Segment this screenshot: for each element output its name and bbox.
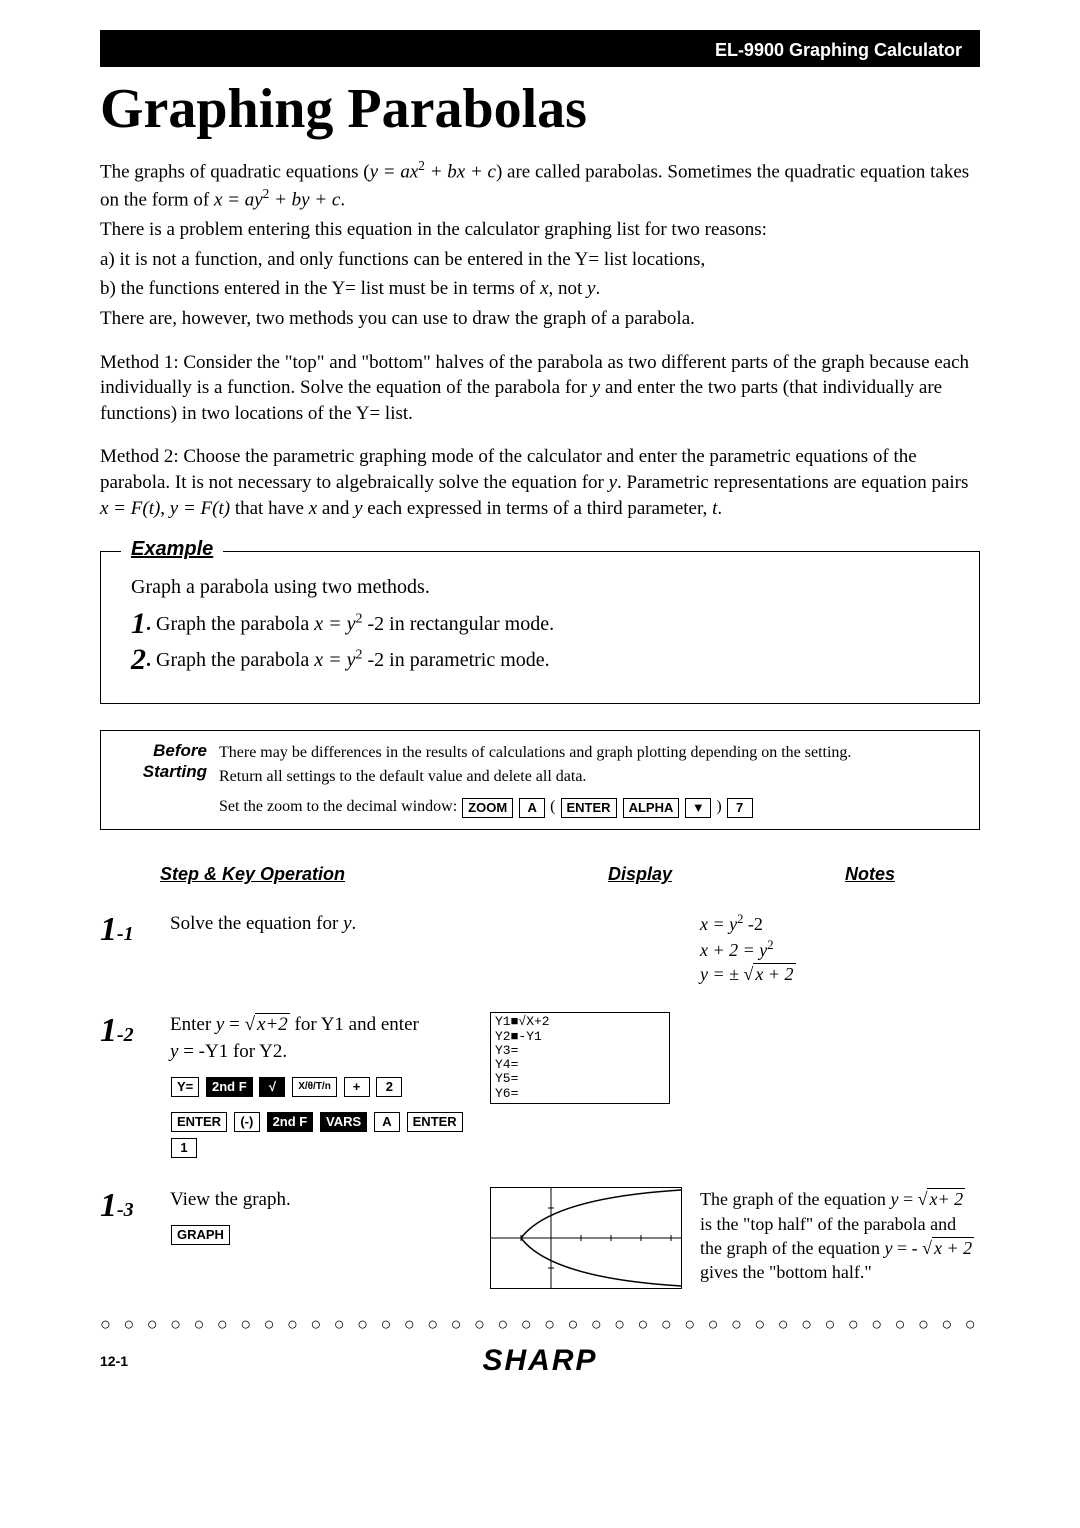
before-label-1: Before (117, 741, 207, 761)
example-i1a: Graph the parabola (151, 613, 314, 635)
step-notes-1-3: The graph of the equation y = √x+ 2 is t… (700, 1187, 980, 1284)
method2e: each expressed in terms of a third param… (363, 498, 713, 519)
example-num-1: 1 (131, 607, 146, 640)
key-enter2: ENTER (171, 1112, 227, 1132)
intro-p4c: . (595, 278, 600, 299)
intro-p1a: The graphs of quadratic equations ( (100, 161, 370, 182)
intro-p3: a) it is not a function, and only functi… (100, 247, 980, 273)
before-t1: There may be differences in the results … (219, 741, 963, 765)
step-display-1-2: Y1■√X+2 Y2■-Y1 Y3= Y4= Y5= Y6= (480, 1012, 700, 1104)
key-2: 2 (376, 1077, 402, 1097)
dots-separator: ○ ○ ○ ○ ○ ○ ○ ○ ○ ○ ○ ○ ○ ○ ○ ○ ○ ○ ○ ○ … (100, 1314, 980, 1335)
key-a2: A (374, 1112, 400, 1132)
key-down: ▼ (685, 798, 711, 818)
intro-text: The graphs of quadratic equations (y = a… (100, 157, 980, 521)
step-1-3: 1-3 View the graph. GRAPH (100, 1187, 980, 1294)
method2f: . (717, 498, 722, 519)
key-y: Y= (171, 1077, 199, 1097)
example-i2b: -2 in parametric mode. (363, 649, 550, 671)
lcd-y-list: Y1■√X+2 Y2■-Y1 Y3= Y4= Y5= Y6= (490, 1012, 670, 1104)
footer: 12-1 SHARP (100, 1353, 980, 1369)
col-display: Display (520, 864, 760, 885)
sharp-logo: SHARP (482, 1344, 597, 1378)
column-headers: Step & Key Operation Display Notes (100, 864, 980, 885)
key-2ndf: 2nd F (206, 1077, 253, 1097)
example-lead: Graph a parabola using two methods. (131, 576, 949, 599)
parabola-graph (490, 1187, 682, 1289)
key-2ndf2: 2nd F (267, 1112, 314, 1132)
step-num-1-3: 1-3 (100, 1187, 170, 1225)
intro-p4a: b) the functions entered in the Y= list … (100, 278, 540, 299)
key-neg: (-) (234, 1112, 260, 1132)
step-notes-1-1: x = y2 -2 x + 2 = y2 y = ± √x + 2 (700, 911, 980, 986)
example-num-2: 2 (131, 643, 146, 676)
page-number: 12-1 (100, 1353, 128, 1369)
key-sqrt: √ (259, 1077, 285, 1097)
key-plus: + (344, 1077, 370, 1097)
step-1-1: 1-1 Solve the equation for y. x = y2 -2 … (100, 911, 980, 986)
method2c: that have (230, 498, 309, 519)
before-t3: Set the zoom to the decimal window: (219, 798, 461, 815)
key-a: A (519, 798, 545, 818)
example-i2a: Graph the parabola (151, 649, 314, 671)
step-body-1-3: View the graph. GRAPH (170, 1187, 480, 1248)
page-title: Graphing Parabolas (100, 77, 980, 141)
header-bar: EL-9900 Graphing Calculator (100, 30, 980, 67)
col-notes: Notes (760, 864, 980, 885)
intro-p2: There is a problem entering this equatio… (100, 217, 980, 243)
before-t2: Return all settings to the default value… (219, 765, 963, 789)
method2b: . Parametric representations are equatio… (617, 472, 968, 493)
intro-p5: There are, however, two methods you can … (100, 306, 980, 332)
example-i1b: -2 in rectangular mode. (363, 613, 555, 635)
key-1: 1 (171, 1138, 197, 1158)
device-name: EL-9900 Graphing Calculator (715, 40, 962, 60)
before-starting-box: Before Starting There may be differences… (100, 730, 980, 830)
key-alpha: ALPHA (623, 798, 680, 818)
step-num-1-2: 1-2 (100, 1012, 170, 1050)
col-step: Step & Key Operation (100, 864, 520, 885)
before-label-2: Starting (117, 762, 207, 782)
intro-p4b: , not (549, 278, 588, 299)
key-vars: VARS (320, 1112, 367, 1132)
step-display-1-3 (480, 1187, 700, 1294)
step-num-1-1: 1-1 (100, 911, 170, 949)
intro-p1c: . (340, 189, 345, 210)
key-graph: GRAPH (171, 1225, 230, 1245)
before-text: There may be differences in the results … (219, 741, 963, 819)
step-body-1-1: Solve the equation for y. (170, 911, 480, 938)
example-box: Example Graph a parabola using two metho… (100, 551, 980, 704)
key-enter: ENTER (561, 798, 617, 818)
step-1-2: 1-2 Enter y = √x+2 for Y1 and enter y = … (100, 1012, 980, 1161)
before-label: Before Starting (117, 741, 219, 819)
key-zoom: ZOOM (462, 798, 513, 818)
key-enter3: ENTER (407, 1112, 463, 1132)
example-label: Example (121, 538, 223, 561)
paren-open: ( (550, 798, 555, 815)
paren-close: ) (716, 798, 721, 815)
method2d: and (317, 498, 354, 519)
key-x: X/θ/T/n (292, 1077, 337, 1097)
step-body-1-2: Enter y = √x+2 for Y1 and enter y = -Y1 … (170, 1012, 480, 1161)
key-7: 7 (727, 798, 753, 818)
